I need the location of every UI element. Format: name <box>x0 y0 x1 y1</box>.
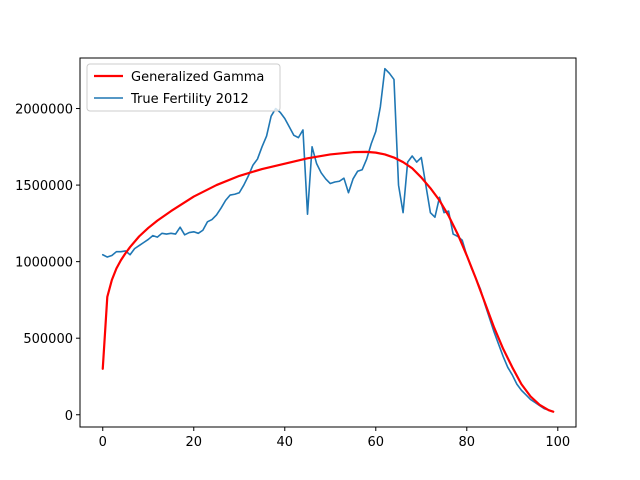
y-tick-label: 1000000 <box>15 256 73 271</box>
x-tick-label: 40 <box>276 435 293 450</box>
legend-label: True Fertility 2012 <box>130 92 249 107</box>
x-tick-label: 0 <box>99 435 107 450</box>
legend: Generalized Gamma True Fertility 2012 <box>86 63 281 112</box>
y-tick-label: 1500000 <box>15 179 73 194</box>
y-axis: 0 500000 1000000 1500000 2000000 <box>15 103 80 424</box>
legend-box <box>86 63 281 112</box>
y-tick-label: 2000000 <box>15 103 73 118</box>
series-line-generalized-gamma <box>101 150 555 413</box>
y-tick-label: 0 <box>65 409 73 424</box>
x-tick-label: 20 <box>185 435 202 450</box>
y-tick-label: 500000 <box>23 332 73 347</box>
x-axis: 0 20 40 60 80 100 <box>99 427 570 450</box>
plot-area <box>101 67 555 413</box>
legend-label: Generalized Gamma <box>131 70 264 85</box>
axes-frame <box>79 57 577 428</box>
x-tick-label: 80 <box>459 435 476 450</box>
x-tick-label: 60 <box>368 435 385 450</box>
x-tick-label: 100 <box>545 435 570 450</box>
